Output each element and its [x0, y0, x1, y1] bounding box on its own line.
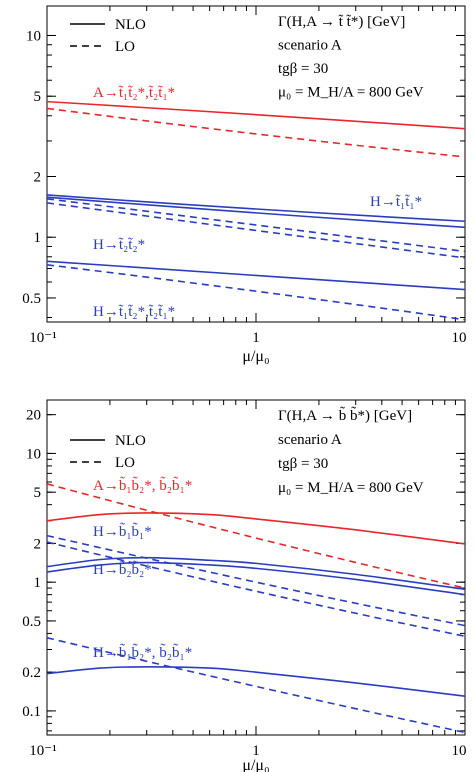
info-line: scenario A — [278, 432, 342, 448]
curve-annotation: A→t̃₁t̃₂*,t̃₂t̃₁* — [93, 85, 175, 101]
x-tick-label: 10⁻¹ — [29, 330, 56, 346]
legend-label: LO — [115, 455, 135, 471]
curve-annotation: H→t̃₁t̃₂*,t̃₂t̃₁* — [93, 304, 175, 320]
series-line-5 — [47, 541, 465, 638]
legend-label: NLO — [115, 433, 146, 449]
info-line: Γ(H,A → b̃ b̃*) [GeV] — [278, 406, 412, 424]
series-group — [47, 483, 465, 734]
series-line-6 — [47, 260, 465, 291]
curve-annotation: H→t̃₂t̃₂* — [93, 237, 145, 253]
y-tick-label: 1 — [34, 230, 42, 246]
y-tick-label: 0.5 — [22, 614, 41, 630]
x-axis-label: μ/μ₀ — [242, 348, 269, 365]
y-tick-label: 20 — [26, 408, 41, 424]
top-panel: 10⁻¹ 1 10 10 5 2 1 0.5 NLO LO Γ(H,A → t̃ t̃*) [GeV… — [22, 5, 467, 365]
x-tick-label: 1 — [252, 330, 260, 346]
series-line-1 — [47, 483, 465, 589]
series-line-0 — [47, 512, 465, 545]
series-line-3 — [47, 196, 465, 229]
y-tick-label: 1 — [34, 575, 42, 591]
info-line: scenario A — [278, 38, 342, 54]
legend-label: NLO — [115, 17, 146, 33]
legend-label: LO — [115, 39, 135, 55]
series-line-4 — [47, 198, 465, 253]
info-line: tgβ = 30 — [278, 456, 328, 472]
curve-annotation: H→b̃₁b̃₂*, b̃₂b̃₁* — [93, 643, 192, 661]
x-tick-label: 10 — [452, 743, 467, 759]
plot-frame — [46, 5, 466, 323]
info-line: μ₀ = M_H/A = 800 GeV — [278, 85, 424, 101]
y-tick-label: 0.5 — [22, 291, 41, 307]
curve-annotation: A→b̃₁b̃₂*, b̃₂b̃₁* — [93, 476, 192, 494]
curve-annotation: H→b̃₂b̃₂* — [93, 560, 152, 578]
series-line-2 — [47, 556, 465, 591]
y-tick-label: 2 — [34, 169, 42, 185]
curve-annotation: H→t̃₁t̃₁* — [370, 194, 422, 210]
y-tick-label: 5 — [34, 485, 42, 501]
series-line-7 — [47, 264, 465, 321]
series-line-1 — [47, 107, 465, 158]
info-line: Γ(H,A → t̃ t̃*) [GeV] — [278, 14, 405, 30]
x-tick-label: 10⁻¹ — [29, 743, 56, 759]
series-line-6 — [47, 666, 465, 698]
info-line: tgβ = 30 — [278, 61, 328, 77]
x-axis-label: μ/μ₀ — [242, 757, 269, 772]
y-tick-label: 5 — [34, 89, 42, 105]
series-line-3 — [47, 561, 465, 596]
x-tick-label: 1 — [252, 743, 260, 759]
x-tick-label: 10 — [452, 330, 467, 346]
y-tick-label: 0.1 — [22, 704, 41, 720]
y-tick-label: 10 — [26, 28, 41, 44]
series-line-5 — [47, 202, 465, 259]
curve-annotation: H→b̃₁b̃₁* — [93, 522, 152, 540]
bottom-panel: 10⁻¹ 1 10 20 10 5 2 1 0.5 0.2 0.1 NLO LO Γ(H,A → b̃ b… — [22, 399, 467, 772]
y-tick-label: 0.2 — [22, 665, 41, 681]
y-tick-label: 10 — [26, 446, 41, 462]
series-group — [47, 100, 465, 321]
series-line-2 — [47, 194, 465, 223]
series-line-0 — [47, 100, 465, 130]
y-tick-label: 2 — [34, 536, 42, 552]
info-line: μ₀ = M_H/A = 800 GeV — [278, 480, 424, 496]
